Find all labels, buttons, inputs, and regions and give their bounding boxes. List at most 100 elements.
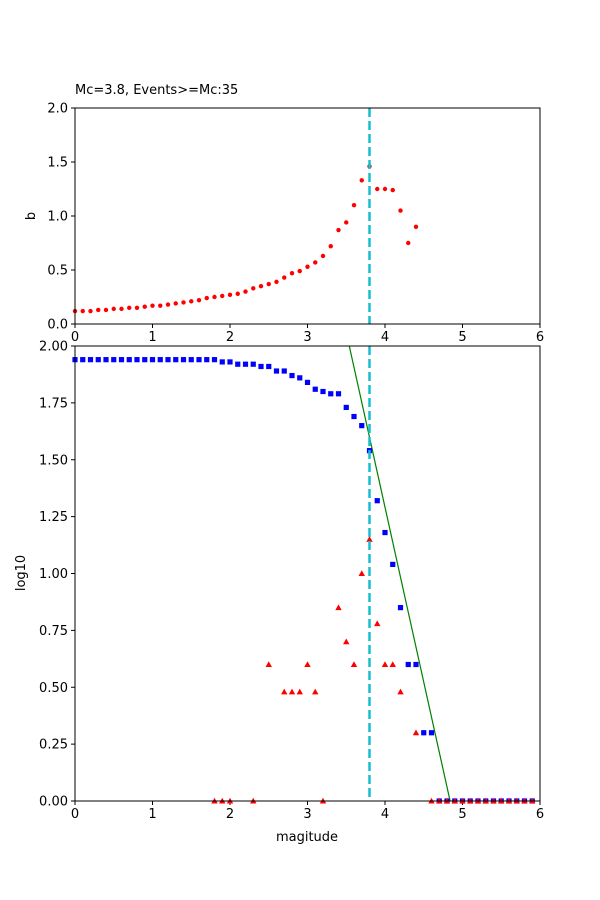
cumulative-point [235, 361, 241, 367]
data-point [111, 306, 116, 312]
b-axis-label: b [24, 212, 39, 220]
cumulative-point [95, 357, 101, 363]
data-point [336, 227, 341, 233]
data-point [282, 275, 287, 280]
y-tick-label: 0.0 [47, 318, 68, 333]
y-tick-label: 0.5 [47, 264, 68, 279]
x-tick-label: 6 [536, 330, 544, 345]
data-point [134, 305, 140, 310]
cumulative-point [273, 368, 280, 374]
x-tick-label: 0 [71, 330, 79, 345]
noncumulative-point [281, 688, 288, 695]
noncumulative-point [366, 536, 373, 542]
x-tick-label: 4 [381, 807, 389, 822]
data-point [127, 305, 132, 310]
data-point [359, 178, 364, 183]
x-tick-label: 0 [71, 807, 79, 822]
noncumulative-point [358, 570, 365, 577]
cumulative-point [204, 357, 210, 363]
y-tick-label: 0.50 [39, 681, 68, 696]
data-point [413, 224, 419, 229]
data-point [375, 186, 380, 192]
x-tick-label: 3 [303, 330, 311, 345]
noncumulative-point [304, 661, 311, 668]
data-point [204, 295, 209, 301]
cumulative-point [297, 375, 303, 381]
noncumulative-point [374, 620, 381, 627]
cumulative-point [157, 357, 163, 363]
y-tick-label: 1.00 [39, 567, 68, 582]
data-point [96, 307, 101, 313]
cumulative-point [397, 605, 404, 611]
data-point [227, 292, 233, 298]
cumulative-point [180, 357, 187, 363]
x-tick-label: 5 [458, 807, 466, 822]
cumulative-point [405, 661, 411, 668]
cumulative-point [111, 357, 117, 363]
y-tick-label: 2.0 [47, 102, 68, 117]
cumulative-point [103, 357, 109, 363]
cumulative-point [211, 357, 218, 363]
fit-line [348, 345, 451, 802]
x-tick-label: 1 [148, 330, 156, 345]
data-point [196, 298, 202, 303]
noncumulative-point [335, 604, 342, 611]
b-panel-frame [74, 107, 541, 325]
cumulative-point [242, 361, 249, 367]
data-point [251, 286, 256, 291]
y-tick-label: 0.00 [39, 795, 68, 810]
data-point [212, 294, 217, 300]
data-point [344, 220, 349, 225]
fmd-panel-ticks: 0 1 2 3 4 5 6 0.00 0.25 0.50 0.75 1.00 1.25 1.50 1.75 2… [39, 340, 544, 823]
noncumulative-point [288, 688, 296, 695]
noncumulative-point [397, 688, 404, 695]
cumulative-point [250, 361, 256, 367]
cumulative-point [351, 413, 357, 420]
data-point [119, 306, 124, 312]
y-tick-label: 0.75 [39, 624, 68, 639]
cumulative-point [304, 379, 311, 385]
y-tick-label: 1.50 [39, 453, 68, 468]
cumulative-point [126, 357, 132, 363]
cumulative-point [320, 388, 326, 395]
noncumulative-point [343, 638, 350, 645]
cumulative-point [312, 386, 318, 392]
data-point [88, 308, 93, 314]
y-tick-label: 1.75 [39, 396, 68, 411]
y-tick-label: 1.25 [39, 510, 68, 525]
cumulative-point [188, 357, 194, 363]
noncumulative-point [296, 688, 303, 695]
b-value-panel: Mc=3.8, Events>=Mc:35 0 1 2 3 4 5 6 0.0 0.5 1.0 1.… [24, 83, 544, 345]
cumulative-point [196, 357, 202, 363]
data-point [80, 308, 85, 314]
cumulative-point [142, 357, 148, 363]
log10-axis-label: log10 [14, 555, 29, 591]
data-point [328, 244, 333, 249]
data-point [274, 279, 279, 285]
data-point [313, 260, 318, 265]
y-tick-label: 2.00 [39, 340, 68, 355]
data-point [398, 208, 403, 213]
cumulative-point [258, 363, 264, 370]
x-tick-label: 2 [226, 807, 234, 822]
b-panel-ticks: 0 1 2 3 4 5 6 0.0 0.5 1.0 1.5 2.0 [47, 102, 544, 346]
data-point [181, 300, 186, 305]
fmd-panel-frame [74, 345, 541, 802]
cumulative-point [227, 359, 233, 365]
cumulative-point [173, 357, 179, 363]
data-point [173, 301, 178, 306]
x-tick-label: 4 [381, 330, 389, 345]
cumulative-point [428, 730, 435, 736]
cumulative-point [80, 357, 86, 363]
cumulative-point [343, 404, 349, 411]
noncumulative-point [389, 661, 396, 668]
cumulative-point [266, 363, 272, 370]
y-tick-label: 1.0 [47, 210, 68, 225]
data-point [158, 303, 163, 308]
cumulative-point [390, 561, 396, 567]
noncumulative-point [350, 661, 358, 668]
cumulative-point [165, 357, 171, 363]
data-point [258, 284, 264, 289]
data-point [382, 186, 388, 192]
x-tick-label: 3 [303, 807, 311, 822]
